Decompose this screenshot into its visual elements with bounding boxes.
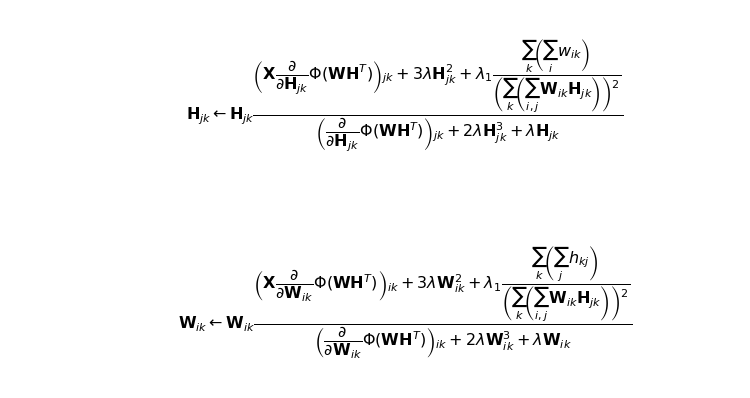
Text: $\mathbf{H}_{jk} \leftarrow \mathbf{H}_{jk}\dfrac{\left(\mathbf{X}\dfrac{\partia: $\mathbf{H}_{jk} \leftarrow \mathbf{H}_{… (186, 37, 624, 154)
Text: $\mathbf{W}_{ik} \leftarrow \mathbf{W}_{ik}\dfrac{\left(\mathbf{X}\dfrac{\partia: $\mathbf{W}_{ik} \leftarrow \mathbf{W}_{… (178, 244, 632, 361)
